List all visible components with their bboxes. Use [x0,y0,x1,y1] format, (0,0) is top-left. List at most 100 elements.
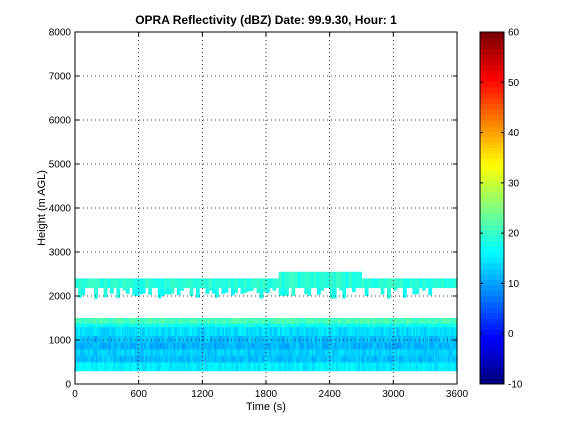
lower-layer-cell [323,335,326,343]
upper-layer-cell [304,271,308,289]
lower-layer-cell [434,362,436,372]
lower-layer-cell [239,348,242,356]
lower-layer-cell [257,335,259,343]
lower-layer-cell [166,323,169,328]
lower-layer-cell [395,318,398,324]
lower-layer-cell [136,362,138,372]
lower-layer-cell [358,335,361,343]
lower-layer-cell [99,342,102,350]
lower-layer-cell [446,362,449,372]
lower-layer-cell [176,348,179,356]
lower-layer-cell [449,323,452,328]
upper-layer-cell [103,288,108,298]
lower-layer-cell [342,348,345,356]
lower-layer-cell [180,362,183,372]
lower-layer-cell [417,342,420,350]
lower-layer-cell [239,323,242,328]
lower-layer-cell [371,326,374,336]
lower-layer-cell [166,335,169,343]
lower-layer-cell [175,355,178,363]
lower-layer-cell [329,355,332,363]
lower-layer-cell [418,355,421,363]
lower-layer-cell [316,323,319,328]
lower-layer-cell [105,362,108,372]
lower-layer-cell [118,318,121,324]
lower-layer-cell [249,326,252,336]
lower-layer-cell [138,348,141,356]
lower-layer-cell [181,335,184,343]
upper-layer-cell [170,288,175,294]
lower-layer-cell [211,348,214,356]
lower-layer-cell [268,362,271,372]
upper-layer-cell [281,288,286,296]
lower-layer-cell [171,318,174,324]
lower-layer-cell [427,323,430,328]
lower-layer-cell [141,335,144,343]
lower-layer-cell [148,342,151,350]
lower-layer-cell [294,362,296,372]
lower-layer-cell [202,335,205,343]
lower-layer-cell [451,348,454,356]
lower-layer-cell [216,326,219,336]
lower-layer-cell [136,348,138,356]
lower-layer-cell [83,323,86,328]
lower-layer-cell [360,318,363,324]
lower-layer-cell [454,335,457,343]
upper-layer-cell [164,288,168,295]
lower-layer-cell [246,342,249,350]
lower-layer-cell [239,335,242,343]
lower-layer-cell [282,342,285,350]
lower-layer-cell [185,348,188,356]
lower-layer-cell [330,326,333,336]
colorbar-segment [480,285,504,291]
lower-layer-cell [384,355,387,363]
lower-layer-cell [231,326,234,336]
lower-layer-cell [440,348,443,356]
colorbar-segment [480,147,504,154]
lower-layer-cell [453,318,456,324]
lower-layer-cell [332,326,335,336]
lower-layer-cell [397,348,400,356]
lower-layer-cell [347,362,350,372]
lower-layer-cell [174,362,177,372]
lower-layer-cell [125,342,128,350]
lower-layer-cell [217,348,220,356]
lower-layer-cell [366,323,369,328]
lower-layer-cell [351,355,354,363]
colorbar-segment [480,81,504,88]
lower-layer-cell [89,335,91,343]
lower-layer-cell [374,323,377,328]
lower-layer-cell [133,335,136,343]
colorbar-segment [480,202,504,209]
lower-layer-cell [392,326,394,336]
lower-layer-cell [229,323,231,328]
upper-layer-cell [399,278,404,289]
lower-layer-cell [394,335,397,343]
lower-layer-cell [384,335,387,343]
lower-layer-cell [199,348,202,356]
lower-layer-cell [407,362,410,372]
lower-layer-cell [348,335,351,343]
lower-layer-cell [76,362,79,372]
lower-layer-cell [308,326,310,336]
lower-layer-cell [197,326,200,336]
upper-layer-cell [348,271,353,289]
lower-layer-cell [397,326,400,336]
lower-layer-cell [389,323,392,328]
lower-layer-cell [412,318,415,324]
lower-layer-cell [367,355,370,363]
lower-layer-cell [388,342,391,350]
lower-layer-cell [348,342,351,350]
lower-layer-cell [319,318,322,324]
lower-layer-cell [324,318,327,324]
lower-layer-cell [446,335,449,343]
lower-layer-cell [388,326,391,336]
lower-layer-cell [328,335,331,343]
lower-layer-cell [175,326,178,336]
lower-layer-cell [206,323,209,328]
lower-layer-cell [229,348,231,356]
lower-layer-cell [156,362,159,372]
lower-layer-cell [225,326,228,336]
lower-layer-cell [288,362,291,372]
lower-layer-cell [103,362,105,372]
